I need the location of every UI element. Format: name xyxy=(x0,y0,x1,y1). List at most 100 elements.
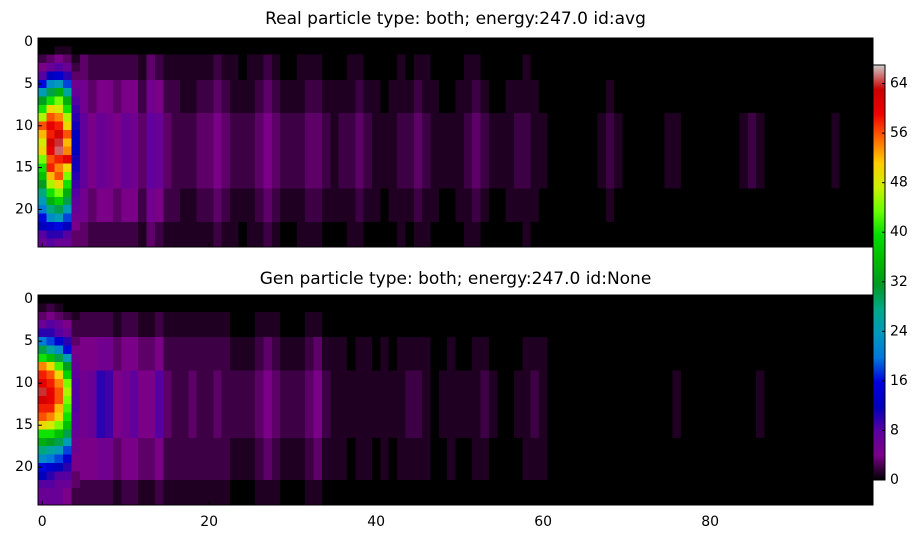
cell xyxy=(714,230,723,239)
cell xyxy=(113,71,122,80)
cell xyxy=(489,205,498,214)
cell xyxy=(55,138,64,147)
cell xyxy=(272,197,281,206)
cell xyxy=(681,188,690,197)
cell xyxy=(522,222,531,231)
cell xyxy=(289,222,298,231)
cell xyxy=(180,122,189,131)
cell xyxy=(597,379,606,388)
cell xyxy=(497,320,506,329)
cell xyxy=(748,404,757,413)
cell xyxy=(781,239,790,248)
cell xyxy=(447,172,456,181)
cell xyxy=(623,230,632,239)
cell xyxy=(664,113,673,122)
cell xyxy=(781,396,790,405)
cell xyxy=(405,329,414,338)
cell xyxy=(723,413,732,422)
cell xyxy=(205,55,214,64)
cell xyxy=(506,155,515,164)
cell xyxy=(172,239,181,248)
cell xyxy=(347,379,356,388)
cell xyxy=(531,455,540,464)
cell xyxy=(589,312,598,321)
cell xyxy=(764,113,773,122)
cell xyxy=(606,463,615,472)
cell xyxy=(247,337,256,346)
cell xyxy=(664,295,673,304)
cell xyxy=(564,421,573,430)
cell xyxy=(422,295,431,304)
cell xyxy=(597,222,606,231)
cell xyxy=(222,180,231,189)
cell xyxy=(297,155,306,164)
cell xyxy=(138,214,147,223)
cell xyxy=(831,463,840,472)
cell xyxy=(748,488,757,497)
cell xyxy=(105,130,114,139)
cell xyxy=(147,480,156,489)
cell xyxy=(464,337,473,346)
cell xyxy=(263,295,272,304)
cell xyxy=(806,429,815,438)
cell xyxy=(823,46,832,55)
cell xyxy=(581,438,590,447)
cell xyxy=(739,239,748,248)
cell xyxy=(314,163,323,172)
cell xyxy=(664,38,673,47)
cell xyxy=(522,463,531,472)
cell xyxy=(314,88,323,97)
cell xyxy=(673,345,682,354)
cell xyxy=(113,379,122,388)
cell xyxy=(347,163,356,172)
cell xyxy=(330,130,339,139)
cell xyxy=(330,329,339,338)
cell xyxy=(430,38,439,47)
cell xyxy=(547,214,556,223)
cell xyxy=(790,55,799,64)
cell xyxy=(364,122,373,131)
cell xyxy=(606,329,615,338)
cell xyxy=(539,188,548,197)
cell xyxy=(372,379,381,388)
cell xyxy=(606,362,615,371)
cell xyxy=(756,147,765,156)
cell xyxy=(698,38,707,47)
cell xyxy=(790,295,799,304)
cell xyxy=(138,337,147,346)
cell xyxy=(414,387,423,396)
cell xyxy=(756,55,765,64)
cell xyxy=(456,71,465,80)
cell xyxy=(597,438,606,447)
cell xyxy=(798,446,807,455)
cell xyxy=(147,138,156,147)
cell xyxy=(790,88,799,97)
cell xyxy=(472,105,481,114)
cell xyxy=(46,180,55,189)
cell xyxy=(481,239,490,248)
cell xyxy=(597,38,606,47)
cell xyxy=(481,463,490,472)
cell xyxy=(648,122,657,131)
cell xyxy=(848,63,857,72)
cell xyxy=(414,138,423,147)
cell xyxy=(481,295,490,304)
cell xyxy=(848,362,857,371)
cell xyxy=(739,105,748,114)
cell xyxy=(689,488,698,497)
cell xyxy=(748,46,757,55)
cell xyxy=(147,354,156,363)
cell xyxy=(631,480,640,489)
cell xyxy=(213,180,222,189)
cell xyxy=(865,471,874,480)
cell xyxy=(614,480,623,489)
cell xyxy=(339,163,348,172)
cell xyxy=(489,295,498,304)
cell xyxy=(497,230,506,239)
cell xyxy=(155,455,164,464)
cell xyxy=(172,497,181,506)
cell xyxy=(456,155,465,164)
cell xyxy=(481,362,490,371)
cell xyxy=(138,63,147,72)
cell xyxy=(506,71,515,80)
